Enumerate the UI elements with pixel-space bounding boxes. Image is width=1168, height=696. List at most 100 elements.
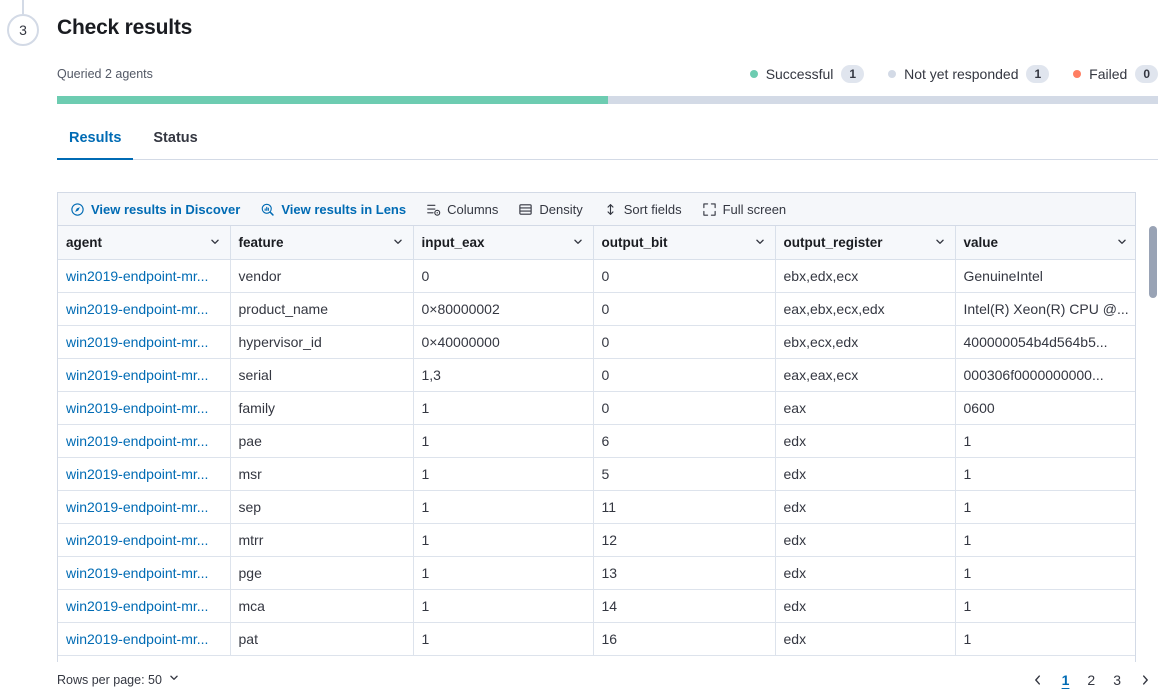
pagination-page-3[interactable]: 3 (1106, 670, 1128, 690)
chevron-down-icon (167, 671, 181, 688)
results-grid-region: View results in Discover View results in … (57, 192, 1158, 662)
table-row: win2019-endpoint-mr...msr15edx1 (58, 457, 1135, 490)
sort-fields-button[interactable]: Sort fields (595, 198, 690, 221)
column-header-output_bit[interactable]: output_bit (593, 226, 775, 259)
agent-link[interactable]: win2019-endpoint-mr... (66, 400, 208, 416)
cell-agent: win2019-endpoint-mr... (58, 490, 230, 523)
agent-link[interactable]: win2019-endpoint-mr... (66, 598, 208, 614)
cell-agent: win2019-endpoint-mr... (58, 589, 230, 622)
summary-row: Queried 2 agents Successful1 Not yet resp… (57, 64, 1158, 84)
columns-button[interactable]: Columns (418, 198, 506, 221)
column-header-label: output_register (784, 235, 883, 250)
full-screen-button[interactable]: Full screen (694, 198, 795, 221)
agent-link[interactable]: win2019-endpoint-mr... (66, 301, 208, 317)
column-header-output_register[interactable]: output_register (775, 226, 955, 259)
cell-output_bit: 0 (593, 325, 775, 358)
density-icon (518, 202, 533, 217)
cell-agent: win2019-endpoint-mr... (58, 424, 230, 457)
tab-status[interactable]: Status (141, 128, 209, 159)
column-header-feature[interactable]: feature (230, 226, 413, 259)
pagination-page-1[interactable]: 1 (1055, 670, 1077, 690)
pagination-previous-button[interactable] (1025, 669, 1051, 691)
column-header-value[interactable]: value (955, 226, 1135, 259)
cell-feature: mtrr (230, 523, 413, 556)
table-row: win2019-endpoint-mr...product_name0×8000… (58, 292, 1135, 325)
cell-value: 000306f0000000000... (955, 358, 1135, 391)
cell-output_register: edx (775, 457, 955, 490)
cell-output_register: eax,ebx,ecx,edx (775, 292, 955, 325)
cell-output_register: ebx,edx,ecx (775, 259, 955, 292)
table-row: win2019-endpoint-mr...mtrr112edx1 (58, 523, 1135, 556)
column-menu-button[interactable] (391, 235, 405, 249)
legend-count-badge: 1 (841, 65, 864, 83)
agent-link[interactable]: win2019-endpoint-mr... (66, 499, 208, 515)
agent-link[interactable]: win2019-endpoint-mr... (66, 268, 208, 284)
column-menu-button[interactable] (1115, 235, 1129, 249)
agent-link[interactable]: win2019-endpoint-mr... (66, 334, 208, 350)
table-row: win2019-endpoint-mr...vendor00ebx,edx,ec… (58, 259, 1135, 292)
agent-link[interactable]: win2019-endpoint-mr... (66, 367, 208, 383)
cell-value: 1 (955, 490, 1135, 523)
rows-per-page-button[interactable]: Rows per page: 50 (57, 667, 187, 692)
column-menu-button[interactable] (208, 235, 222, 249)
toolbar-button-label: View results in Discover (91, 202, 240, 217)
legend-item-not-yet-responded: Not yet responded1 (888, 65, 1049, 83)
cell-feature: msr (230, 457, 413, 490)
cell-input_eax: 1 (413, 589, 593, 622)
legend-label: Not yet responded (904, 66, 1018, 82)
column-header-input_eax[interactable]: input_eax (413, 226, 593, 259)
agent-link[interactable]: win2019-endpoint-mr... (66, 631, 208, 647)
vertical-scrollbar[interactable] (1136, 192, 1158, 662)
results-data-grid: View results in Discover View results in … (57, 192, 1136, 662)
cell-value: 1 (955, 556, 1135, 589)
cell-value: 1 (955, 424, 1135, 457)
density-button[interactable]: Density (510, 198, 590, 221)
grid-footer: Rows per page: 50 123 (57, 663, 1158, 696)
column-menu-button[interactable] (933, 235, 947, 249)
legend-item-failed: Failed0 (1073, 65, 1158, 83)
chevron-down-icon (208, 235, 222, 249)
cell-feature: hypervisor_id (230, 325, 413, 358)
agent-link[interactable]: win2019-endpoint-mr... (66, 466, 208, 482)
view-results-in-lens-button[interactable]: View results in Lens (252, 198, 414, 221)
cell-input_eax: 0×80000002 (413, 292, 593, 325)
cell-output_bit: 14 (593, 589, 775, 622)
lens-icon (260, 202, 275, 217)
agent-link[interactable]: win2019-endpoint-mr... (66, 565, 208, 581)
table-row: win2019-endpoint-mr...hypervisor_id0×400… (58, 325, 1135, 358)
cell-feature: sep (230, 490, 413, 523)
chevron-down-icon (933, 235, 947, 249)
view-results-in-discover-button[interactable]: View results in Discover (62, 198, 248, 221)
queried-agents-text: Queried 2 agents (57, 67, 153, 81)
legend-label: Failed (1089, 66, 1127, 82)
column-header-agent[interactable]: agent (58, 226, 230, 259)
pagination-next-button[interactable] (1132, 669, 1158, 691)
agent-link[interactable]: win2019-endpoint-mr... (66, 433, 208, 449)
cell-feature: pae (230, 424, 413, 457)
step-connector-line (22, 0, 24, 14)
step-number: 3 (19, 22, 27, 38)
cell-feature: serial (230, 358, 413, 391)
column-menu-button[interactable] (571, 235, 585, 249)
legend-item-successful: Successful1 (750, 65, 864, 83)
table-row: win2019-endpoint-mr...family10eax0600 (58, 391, 1135, 424)
step-number-badge: 3 (7, 14, 39, 46)
cell-output_register: edx (775, 523, 955, 556)
cell-value: 1 (955, 622, 1135, 655)
table-row: win2019-endpoint-mr...pae16edx1 (58, 424, 1135, 457)
cell-output_register: edx (775, 556, 955, 589)
column-header-label: input_eax (422, 235, 485, 250)
cell-output_bit: 0 (593, 292, 775, 325)
column-menu-button[interactable] (753, 235, 767, 249)
cell-input_eax: 1 (413, 556, 593, 589)
tab-results[interactable]: Results (57, 128, 133, 159)
table-row: win2019-endpoint-mr...serial1,30eax,eax,… (58, 358, 1135, 391)
agent-link[interactable]: win2019-endpoint-mr... (66, 532, 208, 548)
scrollbar-thumb[interactable] (1149, 226, 1157, 298)
toolbar-button-label: View results in Lens (281, 202, 406, 217)
pagination-page-2[interactable]: 2 (1080, 670, 1102, 690)
cell-output_register: edx (775, 589, 955, 622)
cell-agent: win2019-endpoint-mr... (58, 292, 230, 325)
column-header-label: output_bit (602, 235, 668, 250)
cell-output_register: ebx,ecx,edx (775, 325, 955, 358)
